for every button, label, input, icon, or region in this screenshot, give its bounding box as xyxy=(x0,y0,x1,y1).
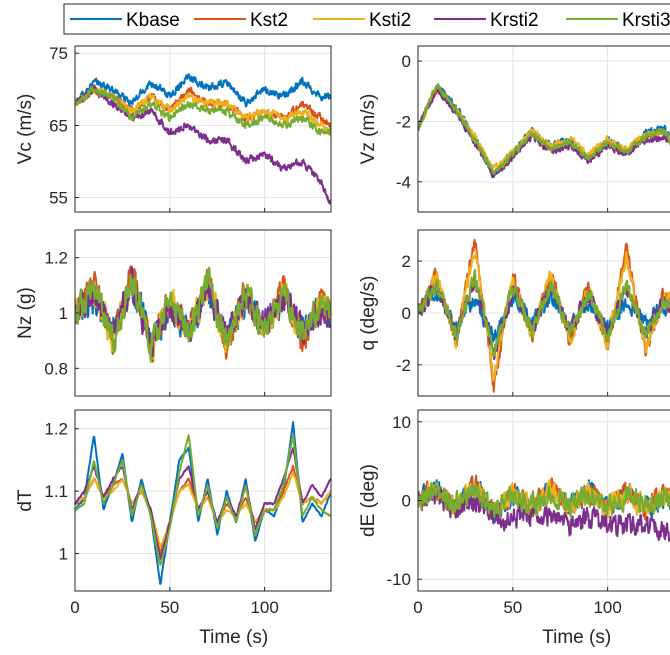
y-tick-label: 0 xyxy=(402,52,411,71)
x-tick-label: 50 xyxy=(503,598,522,617)
x-tick-label: 100 xyxy=(593,598,621,617)
y-tick-label: 1.2 xyxy=(44,420,68,439)
series-group xyxy=(418,238,670,393)
axes-frame xyxy=(417,45,670,213)
legend-label-krsti2: Krsti2 xyxy=(490,10,539,31)
series-line-krsti3 xyxy=(418,82,670,176)
series-group xyxy=(75,265,331,363)
x-tick-label: 50 xyxy=(160,598,179,617)
panel-nz: 0.8 1 1.2 Nz (g) xyxy=(15,229,332,397)
series-line-krsti3 xyxy=(75,266,331,363)
y-tick-label: 1.2 xyxy=(44,249,68,268)
series-group xyxy=(75,73,331,205)
series-line-krsti3 xyxy=(418,481,670,519)
series-group xyxy=(418,82,670,179)
panel-vc: 55 65 75 Vc (m/s) xyxy=(15,44,332,213)
y-tick-label: 2 xyxy=(402,252,411,271)
y-tick-label: 75 xyxy=(49,44,68,63)
y-axis-label: Vc (m/s) xyxy=(15,94,36,165)
y-tick-label: 0 xyxy=(402,492,411,511)
y-tick-label: 10 xyxy=(392,413,411,432)
legend-label-krsti3: Krsti3 xyxy=(622,10,670,31)
legend-label-kst2: Kst2 xyxy=(250,10,288,31)
y-axis-label: Nz (g) xyxy=(15,287,36,339)
plot-area xyxy=(418,46,670,212)
y-axis-label: dE (deg) xyxy=(358,464,379,537)
series-group xyxy=(418,474,670,542)
y-axis-label: dT xyxy=(15,489,36,512)
y-tick-label: 1.1 xyxy=(44,482,68,501)
x-tick-label: 0 xyxy=(70,598,79,617)
x-tick-label: 0 xyxy=(413,598,422,617)
y-axis-label: Vz (m/s) xyxy=(358,94,379,165)
legend-label-kbase: Kbase xyxy=(126,10,180,31)
axes-frame xyxy=(74,45,332,213)
series-group xyxy=(75,421,331,585)
y-tick-label: 55 xyxy=(49,189,68,208)
series-line-kbase xyxy=(75,73,331,108)
y-axis-label: q (deg/s) xyxy=(358,276,379,351)
y-tick-label: 0 xyxy=(402,304,411,323)
series-line-krsti3 xyxy=(75,85,331,136)
legend: Kbase Kst2 Ksti2 Krsti2 Krsti3 xyxy=(63,3,670,35)
y-tick-label: 1 xyxy=(59,304,68,323)
axes-frame xyxy=(74,409,332,592)
x-tick-label: 100 xyxy=(250,598,278,617)
plot-area xyxy=(75,46,331,212)
legend-label-ksti2: Ksti2 xyxy=(369,10,411,31)
x-axis-label: Time (s) xyxy=(542,627,611,648)
panel-q: -2 0 2 q (deg/s) xyxy=(358,229,670,397)
panel-vz: -4 -2 0 Vz (m/s) xyxy=(358,45,670,213)
series-line-krsti3 xyxy=(75,434,331,566)
y-tick-label: -2 xyxy=(396,356,411,375)
chart-panels: 55 65 75 Vc (m/s) -4 -2 0 Vz (m/s) 0.8 1 1.2 Nz (g)… xyxy=(15,44,670,648)
y-tick-label: -2 xyxy=(396,112,411,131)
y-tick-label: 65 xyxy=(49,116,68,135)
panel-dt: 1 1.1 1.2 0 50 100 Time (s) dT xyxy=(15,409,332,648)
series-line-krsti2 xyxy=(75,85,331,205)
y-tick-label: -4 xyxy=(396,173,411,192)
y-tick-label: 0.8 xyxy=(44,359,68,378)
x-axis-label: Time (s) xyxy=(199,627,268,648)
y-tick-label: 1 xyxy=(59,545,68,564)
series-line-krsti3 xyxy=(418,269,670,357)
y-tick-label: -10 xyxy=(386,570,411,589)
